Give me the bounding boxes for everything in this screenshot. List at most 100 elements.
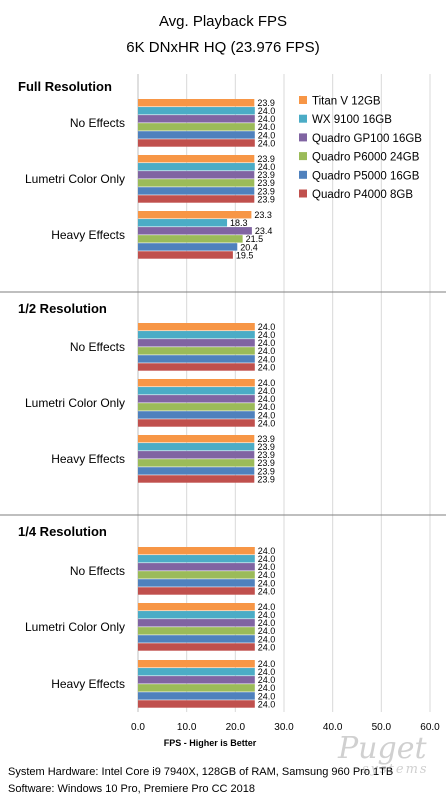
data-label: 24.0: [258, 667, 276, 677]
group-label: Lumetri Color Only: [25, 172, 125, 186]
data-label: 23.9: [257, 474, 275, 484]
bar: [138, 419, 255, 427]
bar: [138, 692, 255, 700]
bar: [138, 219, 228, 227]
bar: [138, 139, 255, 147]
group-label: Heavy Effects: [51, 677, 125, 691]
bar: [138, 660, 255, 668]
bar: [138, 563, 255, 571]
group-label: Lumetri Color Only: [25, 620, 125, 634]
bar: [138, 235, 243, 243]
bar: [138, 403, 255, 411]
data-label: 19.5: [236, 250, 254, 260]
data-label: 24.0: [258, 626, 276, 636]
legend-swatch: [299, 114, 307, 123]
legend-label: Quadro P4000 8GB: [312, 189, 413, 201]
bar: [138, 347, 255, 355]
data-label: 24.0: [258, 691, 276, 701]
watermark-sub: systems: [362, 762, 429, 777]
legend-label: WX 9100 16GB: [312, 114, 392, 126]
data-label: 24.0: [258, 386, 276, 396]
x-axis-title: FPS - Higher is Better: [164, 738, 257, 748]
bar: [138, 187, 255, 195]
bar: [138, 163, 255, 171]
chart-subtitle: 6K DNxHR HQ (23.976 FPS): [126, 39, 319, 56]
data-label: 24.0: [258, 130, 276, 140]
legend-label: Quadro P5000 16GB: [312, 170, 420, 182]
data-label: 24.0: [258, 586, 276, 596]
data-label: 24.0: [258, 659, 276, 669]
bar: [138, 475, 255, 483]
bar: [138, 355, 255, 363]
bar: [138, 627, 255, 635]
footer-hardware: System Hardware: Intel Core i9 7940X, 12…: [8, 766, 393, 778]
data-label: 21.5: [246, 234, 264, 244]
data-label: 24.0: [258, 554, 276, 564]
data-label: 24.0: [258, 138, 276, 148]
data-label: 24.0: [258, 683, 276, 693]
data-label: 24.0: [258, 570, 276, 580]
bar: [138, 451, 255, 459]
watermark-logo: Puget systems: [337, 731, 429, 777]
bar: [138, 363, 255, 371]
data-label: 20.4: [240, 242, 258, 252]
data-label: 24.0: [258, 602, 276, 612]
bar: [138, 571, 255, 579]
data-label: 24.0: [258, 546, 276, 556]
bar: [138, 115, 255, 123]
sections: Full Resolution No Effects Lumetri Color O…: [0, 79, 446, 691]
data-label: 24.0: [258, 618, 276, 628]
x-tick-label: 10.0: [177, 722, 197, 733]
data-label: 23.9: [257, 458, 275, 468]
data-label: 24.0: [258, 330, 276, 340]
bar: [138, 676, 255, 684]
bar: [138, 547, 255, 555]
bar: [138, 379, 255, 387]
data-label: 23.9: [257, 450, 275, 460]
bar: [138, 251, 233, 259]
bar: [138, 123, 255, 131]
bar: [138, 387, 255, 395]
legend: Titan V 12GB WX 9100 16GB Quadro GP100 16G…: [299, 96, 422, 201]
data-label: 23.4: [255, 226, 273, 236]
data-label: 24.0: [258, 122, 276, 132]
legend-swatch: [299, 189, 307, 198]
x-tick-label: 0.0: [131, 722, 145, 733]
data-label: 24.0: [258, 410, 276, 420]
group-label: Heavy Effects: [51, 452, 125, 466]
data-label: 24.0: [258, 338, 276, 348]
data-label: 24.0: [258, 322, 276, 332]
bar: [138, 339, 255, 347]
bar: [138, 587, 255, 595]
data-label: 23.9: [257, 170, 275, 180]
bar: [138, 411, 255, 419]
bar: [138, 323, 255, 331]
group-label: Heavy Effects: [51, 228, 125, 242]
group-label: No Effects: [70, 116, 125, 130]
bar: [138, 395, 255, 403]
data-label: 18.3: [230, 218, 248, 228]
data-label: 23.3: [254, 210, 272, 220]
data-label: 24.0: [258, 699, 276, 709]
bar: [138, 603, 255, 611]
bar: [138, 668, 255, 676]
footer-software: Software: Windows 10 Pro, Premiere Pro C…: [8, 783, 255, 795]
data-label: 24.0: [258, 562, 276, 572]
section-title: 1/4 Resolution: [18, 524, 107, 539]
bar: [138, 700, 255, 708]
bar: [138, 467, 255, 475]
data-label: 24.0: [258, 114, 276, 124]
data-label: 23.9: [257, 154, 275, 164]
data-label: 23.9: [257, 178, 275, 188]
data-label: 24.0: [258, 354, 276, 364]
bar: [138, 131, 255, 139]
data-label: 23.9: [257, 442, 275, 452]
data-label: 24.0: [258, 418, 276, 428]
data-label: 24.0: [258, 106, 276, 116]
x-tick-label: 20.0: [226, 722, 246, 733]
group-label: Lumetri Color Only: [25, 396, 125, 410]
x-tick-label: 30.0: [274, 722, 294, 733]
data-label: 23.9: [257, 186, 275, 196]
section-title: 1/2 Resolution: [18, 301, 107, 316]
section-title: Full Resolution: [18, 79, 112, 94]
